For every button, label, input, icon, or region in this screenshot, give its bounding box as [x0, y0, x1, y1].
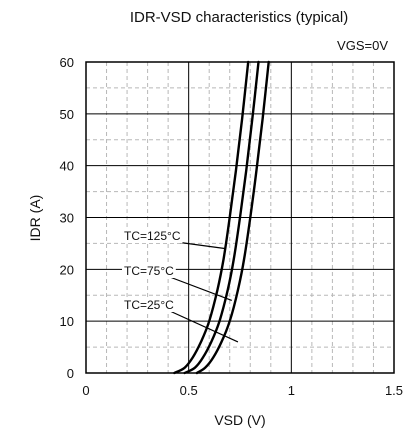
y-axis-label: IDR (A) — [27, 195, 43, 242]
annotation-label: TC=75°C — [124, 264, 174, 278]
annotation-leader-line — [169, 310, 239, 343]
x-tick-label: 1.5 — [385, 383, 403, 398]
annotation-background — [122, 264, 176, 278]
y-tick-label: 10 — [60, 314, 74, 329]
y-tick-label: 20 — [60, 262, 74, 277]
y-tick-labels: 0 10 20 30 40 50 60 — [60, 55, 74, 381]
curves — [173, 60, 270, 375]
curve-tc-125-c — [173, 60, 250, 375]
curve-tc-25-c — [195, 60, 270, 375]
condition-label: VGS=0V — [337, 38, 388, 53]
annotation-background — [122, 298, 176, 312]
annotation-leader-line — [169, 276, 232, 301]
x-axis-label: VSD (V) — [214, 412, 265, 428]
annotation-leader-line — [176, 241, 226, 250]
x-tick-label: 1 — [288, 383, 295, 398]
chart-title: IDR-VSD characteristics (typical) — [130, 9, 348, 26]
y-tick-label: 60 — [60, 55, 74, 70]
annotation-background — [122, 229, 183, 243]
annotations: TC=125°C TC=75°C TC=25°C — [122, 229, 183, 312]
annotation-label: TC=25°C — [124, 298, 174, 312]
x-tick-label: 0 — [82, 383, 89, 398]
curve-tc-75-c — [183, 60, 260, 375]
plot-frame — [85, 61, 395, 374]
y-tick-label: 30 — [60, 211, 74, 226]
y-tick-label: 40 — [60, 159, 74, 174]
y-tick-label: 50 — [60, 107, 74, 122]
x-tick-labels: 0 0.5 1 1.5 — [82, 383, 403, 398]
y-tick-label: 0 — [67, 366, 74, 381]
x-tick-label: 0.5 — [180, 383, 198, 398]
annotation-label: TC=125°C — [124, 229, 181, 243]
annotation-leaders — [169, 241, 239, 343]
major-grid — [86, 62, 394, 373]
